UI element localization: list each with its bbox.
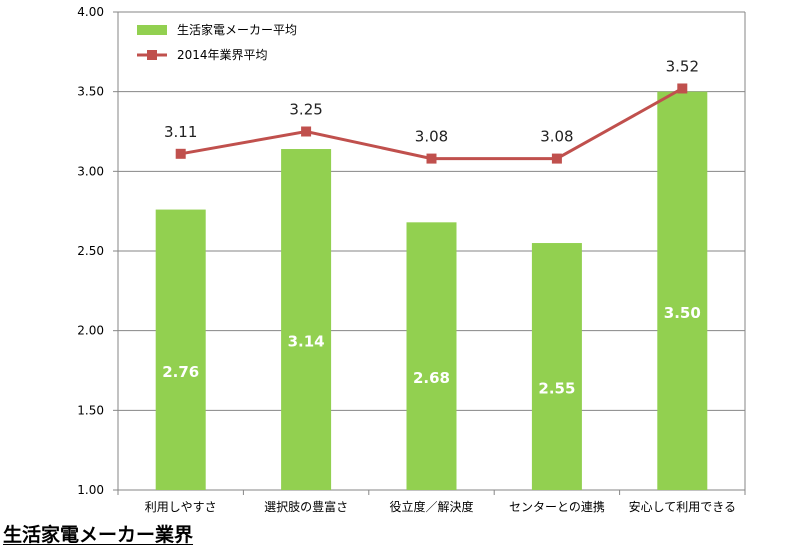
bar <box>281 149 332 490</box>
legend-bar-label: 生活家電メーカー平均 <box>177 22 297 37</box>
line-marker <box>551 153 562 164</box>
line-marker <box>677 83 688 94</box>
line-marker <box>426 153 437 164</box>
legend-bar-swatch <box>137 25 167 35</box>
line-data-label: 3.08 <box>540 128 573 146</box>
line-path <box>180 87 684 161</box>
x-category-label: 利用しやすさ <box>145 500 217 514</box>
y-tick-label: 1.50 <box>77 403 104 417</box>
x-axis: 利用しやすさ 選択肢の豊富さ 役立度／解決度 センターとの連携 安心して利用できる <box>117 490 746 514</box>
bar <box>406 222 457 490</box>
y-tick-label: 1.00 <box>77 483 104 497</box>
x-category-label: 役立度／解決度 <box>389 499 473 514</box>
bar <box>155 209 206 490</box>
y-tick-label: 3.00 <box>77 164 104 178</box>
legend-line-marker <box>147 50 157 60</box>
x-category-label: 選択肢の豊富さ <box>264 499 348 514</box>
legend: 生活家電メーカー平均 2014年業界平均 <box>137 22 297 62</box>
bar <box>531 243 582 490</box>
line-marker <box>175 148 186 159</box>
line-data-label: 3.11 <box>164 123 197 141</box>
line-marker <box>301 126 312 137</box>
bar <box>657 91 708 491</box>
bar-data-label: 2.68 <box>413 369 450 387</box>
line-series: 3.11 3.25 3.08 3.08 3.52 <box>164 57 699 164</box>
line-data-label: 3.08 <box>415 128 448 146</box>
bar-series: 2.76 3.14 2.68 2.55 3.50 <box>155 91 708 491</box>
y-tick-label: 3.50 <box>77 85 104 99</box>
y-tick-label: 2.00 <box>77 324 104 338</box>
bar-data-label: 2.55 <box>538 380 575 398</box>
bar-data-label: 3.14 <box>288 333 325 351</box>
y-tick-label: 4.00 <box>77 5 104 19</box>
y-axis: 1.00 1.50 2.00 2.50 3.00 3.50 4.00 <box>77 5 119 497</box>
x-category-label: センターとの連携 <box>509 499 605 514</box>
chart: 1.00 1.50 2.00 2.50 3.00 3.50 4.00 2.76 3.14 2.6… <box>77 5 746 514</box>
x-category-label: 安心して利用できる <box>629 499 736 514</box>
line-data-label: 3.52 <box>666 57 699 75</box>
bar-data-label: 2.76 <box>162 363 199 381</box>
line-data-label: 3.25 <box>289 101 322 119</box>
legend-line-label: 2014年業界平均 <box>177 48 268 62</box>
bar-data-label: 3.50 <box>664 304 701 322</box>
y-tick-label: 2.50 <box>77 244 104 258</box>
chart-caption: 生活家電メーカー業界 <box>3 524 194 546</box>
